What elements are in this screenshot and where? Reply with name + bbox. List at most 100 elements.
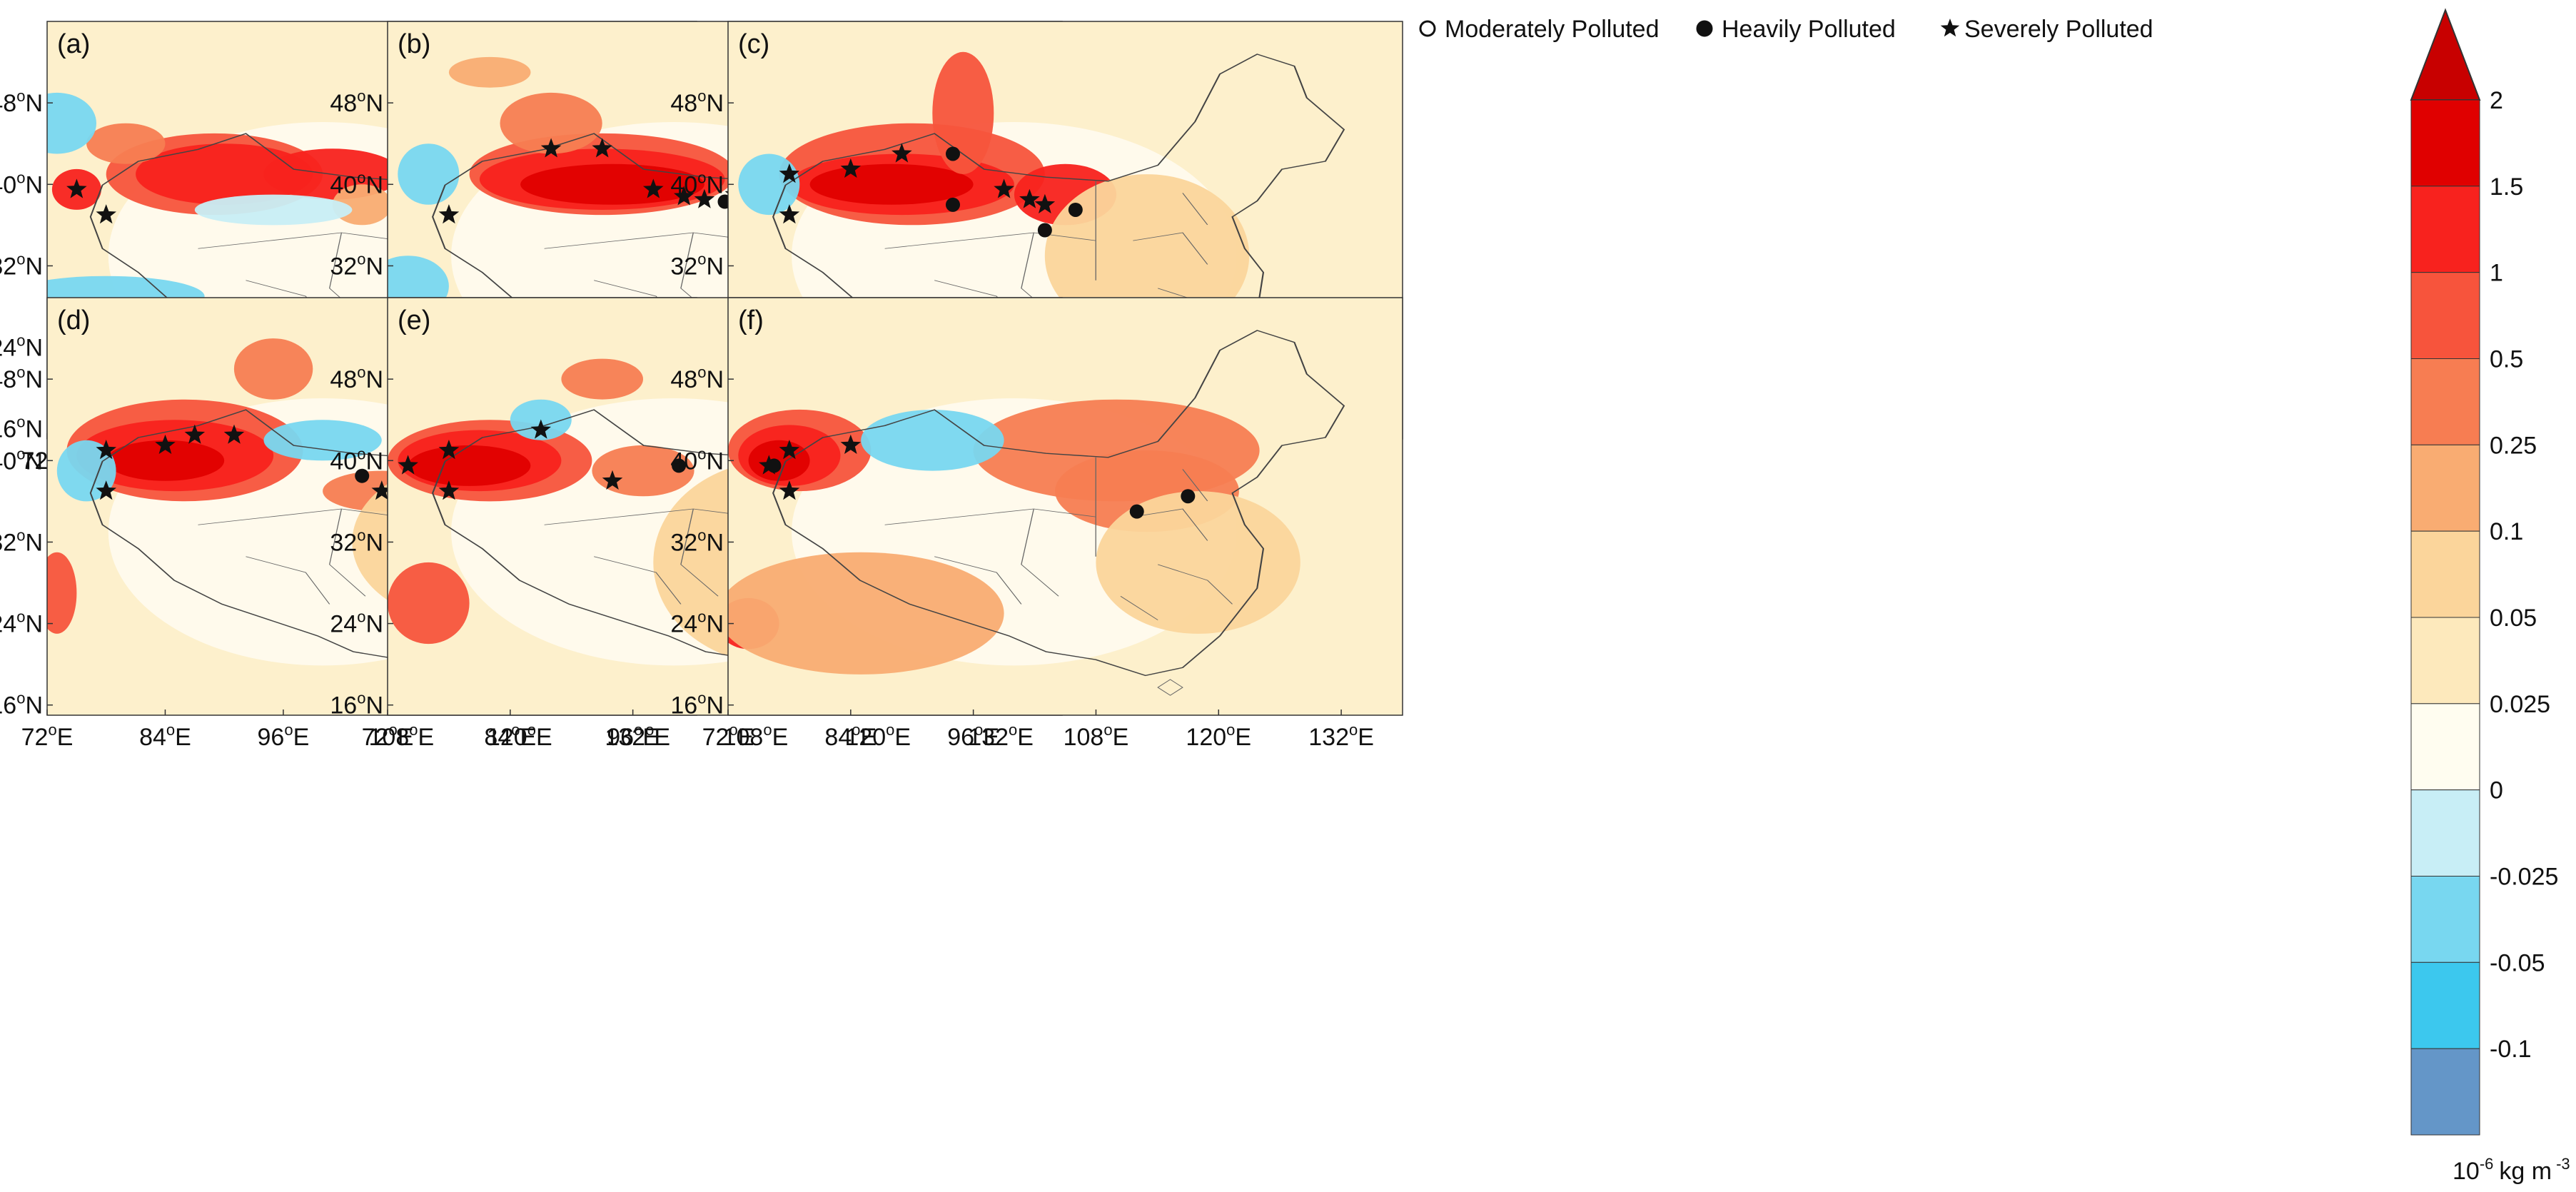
panel-label: (b) [398,29,430,59]
severe-star-marker [438,480,460,500]
severe-star-marker [779,163,800,183]
anomaly-contour [233,338,313,400]
anomaly-contour [932,51,994,175]
colorbar-swatch [2410,99,2480,187]
colorbar-swatch [2410,617,2480,704]
severe-star-marker [96,204,116,224]
unit-middle: kg m [2499,1158,2552,1185]
colorbar-level-label: 0.05 [2490,605,2537,632]
legend-open-circle-icon [1419,20,1436,37]
lat-tick-label: 48oN [330,363,383,393]
colorbar-swatch [2410,358,2480,445]
lat-tick-label: 16oN [0,413,43,443]
colorbar-swatch [2410,703,2480,791]
colorbar-level-label: 0.1 [2490,518,2523,545]
lat-tick-label: 40oN [330,445,383,475]
colorbar-level-label: 2 [2490,87,2503,114]
colorbar-level-label: 1 [2490,260,2503,287]
anomaly-contour [1096,491,1300,634]
colorbar-level-label: -0.1 [2490,1036,2532,1063]
lat-tick-label: 16oN [0,690,43,719]
severe-star-marker [96,440,116,460]
legend-moderate-label: Moderately Polluted [1445,16,1660,43]
severe-star-marker [840,434,862,454]
anomaly-contour [592,445,694,497]
lon-tick-label: 132oE [605,721,670,751]
lat-tick-label: 40oN [330,168,383,198]
severe-star-marker [438,204,460,224]
heavy-dot-marker [1129,504,1144,519]
lat-tick-label: 24oN [0,332,43,362]
heavy-dot-marker [355,468,370,483]
severe-star-marker [892,143,912,163]
anomaly-contour [728,552,1004,675]
lat-tick-label: 32oN [0,526,43,556]
map-frame [727,297,1403,716]
lat-tick-label: 48oN [0,87,43,117]
colorbar-level-label: -0.025 [2490,864,2558,891]
unit-base: 10 [2453,1158,2480,1185]
colorbar-swatch [2410,186,2480,273]
lat-tick-label: 40oN [670,445,724,475]
anomaly-contour [809,163,974,205]
lat-tick-label: 48oN [670,87,724,117]
marker-legend: Moderately Polluted Heavily Polluted Sev… [1419,16,2153,43]
lon-tick-label: 96oE [258,721,310,751]
anomaly-contour [47,552,77,634]
severe-star-marker [840,158,862,178]
lat-tick-label: 32oN [670,250,724,280]
lon-tick-label: 84oE [139,721,191,751]
heavy-dot-marker [767,458,782,473]
anomaly-contour [561,358,643,400]
severe-star-marker [694,188,715,208]
anomaly-contour [861,410,1004,471]
unit-exponent: -6 [2480,1155,2494,1173]
lat-tick-label: 32oN [670,526,724,556]
severe-star-marker [223,424,245,444]
panel-grid: (a)48oN40oN32oN24oN16oN72oE84oE96oE108oE… [0,21,1403,751]
heavy-dot-marker [672,458,687,473]
lat-tick-label: 32oN [0,250,43,280]
severe-star-marker [1019,188,1040,208]
anomaly-contour [748,440,810,481]
severe-star-marker [540,138,562,158]
lat-tick-label: 40oN [670,168,724,198]
panel-label: (e) [398,305,430,335]
heavy-dot-marker [946,197,960,212]
panel-label: (f) [738,305,764,335]
lon-tick-label: 72oE [702,721,754,751]
lon-tick-label: 84oE [824,721,877,751]
colorbar-level-label: 0.25 [2490,432,2537,459]
severe-star-marker [155,434,176,454]
colorbar: 2 1.5 1 0.5 0.25 0.1 0.05 0.025 0 -0.025 -0.05 -0.1 [2410,8,2558,1136]
colorbar-swatch [2410,876,2480,963]
unit-tail: -3 [2556,1155,2570,1173]
severe-star-marker [1034,193,1056,213]
legend-filled-circle-icon [1696,20,1713,37]
lat-tick-label: 24oN [330,608,383,638]
lon-tick-label: 120oE [845,721,911,751]
severe-star-marker [371,480,393,500]
heavy-dot-marker [1037,223,1052,238]
legend-severe-label: Severely Polluted [1964,16,2153,43]
severe-star-marker [602,470,623,490]
severe-star-marker [674,186,694,206]
colorbar-level-label: 0 [2490,777,2503,804]
lon-tick-label: 120oE [487,721,552,751]
lat-tick-label: 40oN [0,168,43,198]
severe-star-marker [530,419,551,439]
colorbar-swatch [2410,272,2480,359]
anomaly-contour [194,194,353,226]
colorbar-level-label: 0.5 [2490,346,2523,373]
lon-tick-label: 108oE [369,721,435,751]
anomaly-contour [388,562,470,645]
anomaly-contour [408,445,531,486]
lon-tick-label: 84oE [484,721,536,751]
legend-star-icon [1940,19,1960,37]
lat-tick-label: 48oN [670,363,724,393]
anomaly-contour [448,56,531,88]
lon-tick-label: 132oE [968,721,1034,751]
colorbar-swatch [2410,530,2480,618]
svg-text:10-6kg m-3: 10-6 kg m -3 [2453,1155,2570,1185]
